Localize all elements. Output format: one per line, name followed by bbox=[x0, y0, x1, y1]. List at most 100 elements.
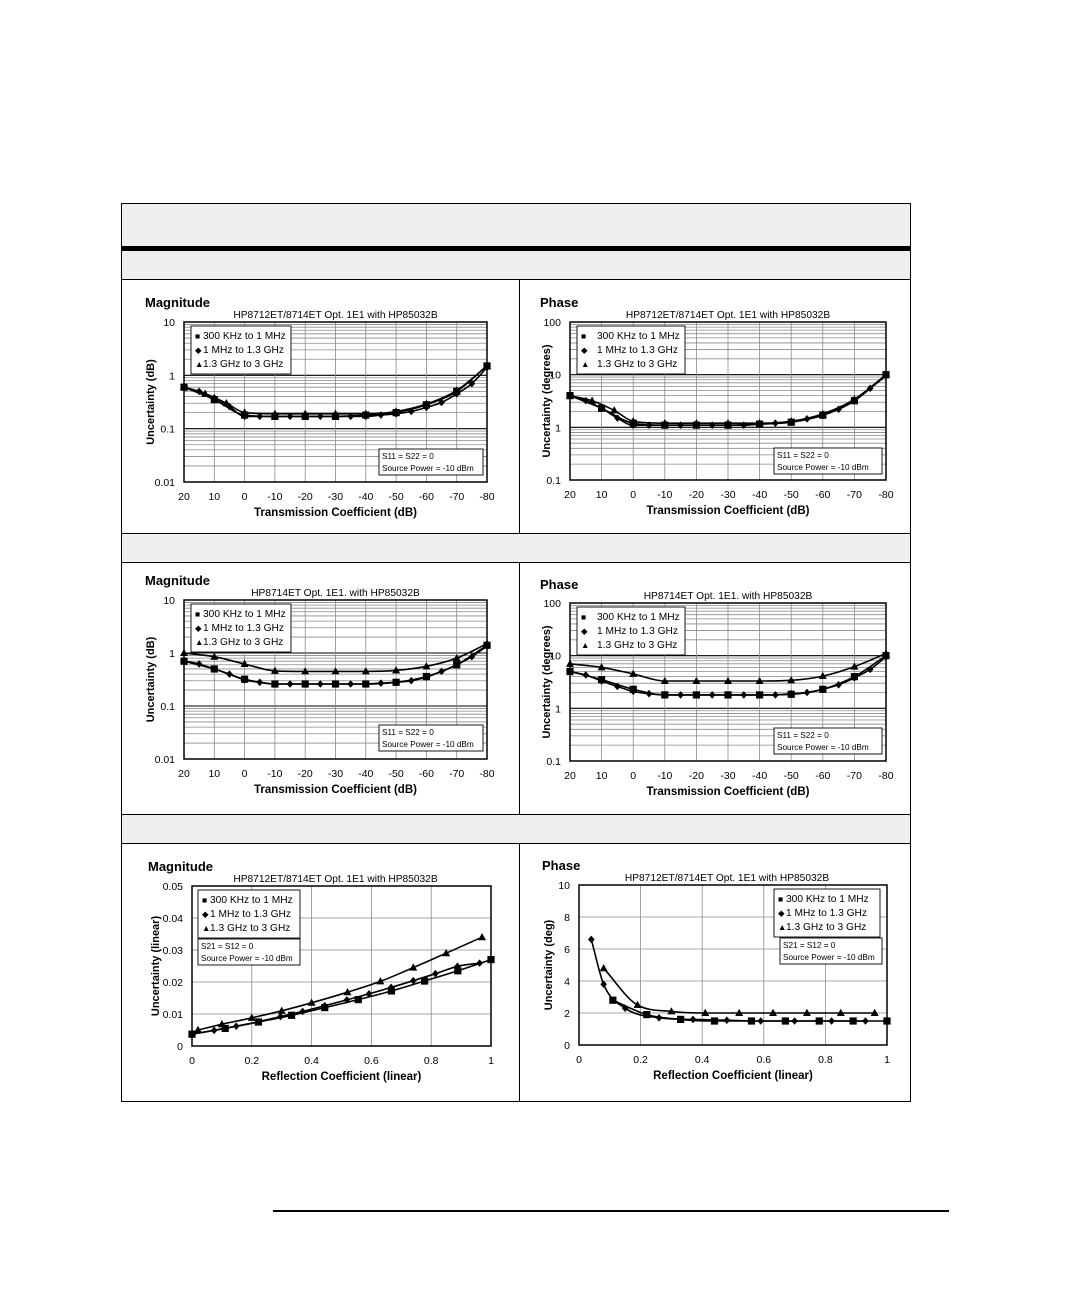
annotation: S11 = S22 = 0 Source Power = -10 dBm bbox=[378, 724, 484, 752]
data-point bbox=[836, 1008, 845, 1016]
legend-entry: 1.3 GHz to 3 GHz bbox=[210, 923, 290, 934]
data-point bbox=[787, 676, 796, 684]
annotation-text: S11 = S22 = 0 bbox=[777, 451, 829, 460]
plot-border bbox=[569, 321, 887, 481]
data-point bbox=[661, 691, 669, 699]
header-rule bbox=[122, 246, 910, 250]
column-divider bbox=[519, 563, 520, 814]
x-tick-label: -40 bbox=[358, 491, 373, 503]
legend-entry: 1 MHz to 1.3 GHz bbox=[597, 345, 678, 356]
chart-phase-1: 100 10 1 0.1 20 10 0 -10 -20 -30 -40 -50 -60 -70 -80 Ph… bbox=[534, 290, 894, 522]
data-point bbox=[343, 996, 351, 1004]
chart-svg: 10 8 6 4 2 00 0.2 0.4 0.6 0.8 1 Phase HP8712ET/8714E… bbox=[534, 854, 896, 1094]
annotation: S11 = S22 = 0 Source Power = -10 dBm bbox=[773, 447, 883, 475]
x-tick-label: 0.8 bbox=[424, 1055, 439, 1067]
data-point bbox=[422, 662, 431, 670]
x-tick-label: -50 bbox=[389, 768, 404, 780]
x-tick-label: -40 bbox=[752, 770, 767, 782]
column-divider bbox=[519, 280, 520, 533]
data-point bbox=[468, 652, 476, 661]
data-point bbox=[693, 691, 700, 699]
data-point bbox=[610, 406, 619, 414]
legend-entry: 1 MHz to 1.3 GHz bbox=[597, 626, 678, 637]
data-point bbox=[432, 969, 439, 978]
legend-entry: 300 KHz to 1 MHz bbox=[786, 894, 869, 905]
legend: ■ 300 KHz to 1 MHz◆ 1 MHz to 1.3 GHz▲ 1.3 G… bbox=[576, 606, 686, 656]
y-tick-label: 10 bbox=[549, 370, 561, 382]
data-point bbox=[409, 976, 417, 985]
data-point bbox=[723, 1016, 731, 1024]
data-point bbox=[787, 417, 796, 425]
legend-marker-icon: ◆ bbox=[581, 345, 588, 355]
x-tick-label: 0 bbox=[576, 1054, 582, 1066]
panel-title: Phase bbox=[540, 577, 578, 592]
annotation-text: Source Power = -10 dBm bbox=[783, 953, 875, 962]
y-tick-label: 0.1 bbox=[160, 701, 175, 713]
data-point bbox=[286, 412, 294, 421]
y-tick-label: 1 bbox=[169, 370, 175, 382]
data-point bbox=[286, 680, 294, 688]
legend: ■ 300 KHz to 1 MHz◆ 1 MHz to 1.3 GHz▲ 1.3 G… bbox=[773, 888, 881, 938]
data-point bbox=[301, 680, 309, 688]
data-point bbox=[317, 412, 324, 421]
data-point bbox=[247, 1013, 256, 1021]
x-tick-label: -10 bbox=[267, 491, 282, 503]
data-point bbox=[331, 667, 340, 675]
data-point bbox=[803, 688, 811, 697]
x-tick-label: 0.6 bbox=[364, 1055, 379, 1067]
y-tick-label: 2 bbox=[564, 1008, 570, 1020]
data-point bbox=[354, 996, 362, 1004]
x-tick-label: -30 bbox=[328, 491, 343, 503]
data-point bbox=[347, 412, 354, 421]
panel-title: Phase bbox=[542, 858, 580, 873]
legend-entry: 1 MHz to 1.3 GHz bbox=[210, 909, 291, 920]
data-point bbox=[321, 1001, 329, 1010]
chart-phase-2: 100 10 1 0.1 20 10 0 -10 -20 -30 -40 -50 -60 -70 -80 Ph… bbox=[534, 574, 894, 806]
legend-marker-icon: ■ bbox=[195, 331, 200, 341]
data-point bbox=[217, 1020, 226, 1028]
series-3 bbox=[180, 639, 491, 675]
data-point bbox=[422, 399, 431, 408]
legend-marker-icon: ▲ bbox=[581, 640, 589, 650]
data-point bbox=[701, 1008, 710, 1016]
y-tick-label: 0.01 bbox=[163, 1009, 184, 1021]
plot-border bbox=[578, 884, 888, 1046]
y-tick-label: 4 bbox=[564, 976, 570, 988]
data-point bbox=[454, 967, 462, 975]
data-point bbox=[195, 660, 203, 668]
data-point bbox=[692, 418, 701, 427]
data-point bbox=[582, 671, 590, 679]
x-axis-label: Transmission Coefficient (dB) bbox=[647, 786, 810, 798]
chart-subtitle: HP8714ET Opt. 1E1. with HP85032B bbox=[644, 591, 813, 602]
x-tick-label: 0.8 bbox=[818, 1054, 833, 1066]
data-point bbox=[600, 980, 607, 988]
annotation-text: Source Power = -10 dBm bbox=[382, 464, 474, 473]
x-axis-label: Reflection Coefficient (linear) bbox=[262, 1071, 422, 1083]
legend-marker-icon: ▲ bbox=[195, 637, 203, 647]
data-point bbox=[301, 667, 310, 675]
data-point bbox=[365, 990, 373, 998]
data-point bbox=[629, 669, 638, 677]
panel-title: Magnitude bbox=[148, 859, 213, 874]
y-tick-label: 0.02 bbox=[163, 977, 184, 989]
y-tick-label: 1 bbox=[555, 703, 561, 715]
legend-entry: 300 KHz to 1 MHz bbox=[597, 331, 680, 342]
x-tick-label: -80 bbox=[479, 768, 494, 780]
x-tick-label: -40 bbox=[752, 489, 767, 501]
data-point bbox=[818, 409, 827, 417]
y-tick-label: 0.1 bbox=[160, 424, 175, 436]
x-tick-label: -10 bbox=[657, 770, 672, 782]
panel-title: Magnitude bbox=[145, 295, 210, 310]
data-point bbox=[787, 689, 795, 698]
plot-border bbox=[191, 885, 492, 1047]
annotation-text: Source Power = -10 dBm bbox=[777, 463, 869, 472]
data-point bbox=[755, 418, 764, 427]
data-point bbox=[599, 964, 608, 972]
annotation-box bbox=[378, 724, 484, 752]
data-point bbox=[240, 408, 249, 416]
annotation: S21 = S12 = 0 Source Power = -10 dBm bbox=[779, 937, 883, 965]
data-point bbox=[882, 649, 890, 657]
data-point bbox=[392, 678, 400, 687]
data-point bbox=[629, 687, 637, 696]
